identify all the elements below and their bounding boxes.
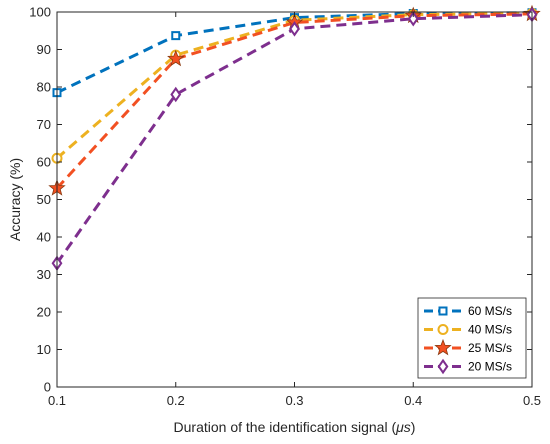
legend-label-0: 60 MS/s — [468, 304, 512, 318]
y-axis-label: Accuracy (%) — [7, 158, 23, 241]
legend-box — [417, 297, 527, 379]
legend-label-3: 20 MS/s — [468, 360, 512, 374]
data-point-s3-p2 — [289, 21, 300, 37]
y-tick-label: 60 — [37, 155, 51, 170]
series-line-0 — [56, 11, 533, 94]
legend-marker-0 — [438, 306, 448, 316]
y-tick-label: 30 — [37, 267, 51, 282]
series-line-2 — [55, 12, 533, 190]
y-tick-label: 50 — [37, 192, 51, 207]
legend-marker-2 — [434, 338, 452, 356]
x-tick-label: 0.1 — [48, 393, 66, 408]
x-axis-ticks: 0.1 0.2 0.3 0.4 0.5 — [48, 12, 541, 408]
x-tick-label: 0.2 — [167, 393, 185, 408]
y-tick-label: 90 — [37, 42, 51, 57]
y-axis-ticks: 0 10 20 30 40 50 60 70 80 90 100 — [29, 5, 532, 395]
data-point-s3-p1 — [170, 86, 182, 103]
y-tick-label: 0 — [44, 380, 51, 395]
legend-label-1: 40 MS/s — [468, 323, 512, 337]
legend: 60 MS/s 40 MS/s 25 MS/s 20 MS/s — [417, 297, 527, 379]
x-tick-label: 0.5 — [523, 393, 541, 408]
x-axis-label-close: ) — [411, 419, 416, 435]
y-tick-label: 10 — [37, 342, 51, 357]
x-axis-label-main: Duration of the identification signal ( — [174, 419, 397, 435]
y-tick-label: 40 — [37, 230, 51, 245]
x-axis-label-unit: μs — [395, 419, 411, 435]
x-tick-label: 0.3 — [285, 393, 303, 408]
data-point-s3-p3 — [407, 11, 419, 27]
y-tick-label: 70 — [37, 117, 51, 132]
x-axis-label: Duration of the identification signal (μ… — [174, 419, 416, 435]
legend-label-2: 25 MS/s — [468, 341, 512, 355]
y-tick-label: 20 — [37, 305, 51, 320]
y-tick-label: 80 — [37, 80, 51, 95]
legend-marker-1 — [437, 324, 449, 335]
data-point-s0-p1 — [171, 31, 181, 41]
x-tick-label: 0.4 — [404, 393, 422, 408]
y-tick-label: 100 — [29, 5, 51, 20]
legend-marker-3 — [437, 358, 449, 375]
data-point-s2-p1 — [167, 49, 185, 67]
